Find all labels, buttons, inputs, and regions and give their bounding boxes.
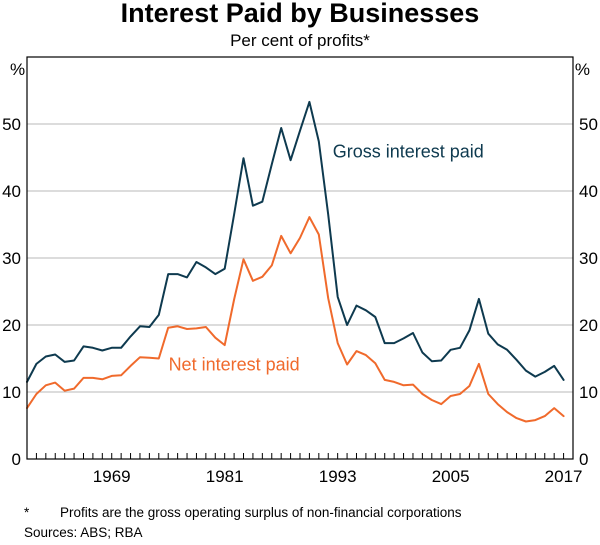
series-line-0 [26,100,565,383]
chart-title: Interest Paid by Businesses [121,0,480,28]
y-tick-label-right: 40 [579,182,598,201]
y-tick-label-left: 40 [2,182,21,201]
series-annotations: Gross interest paid Net interest paid [169,142,484,375]
footnote-text: Profits are the gross operating surplus … [60,505,462,520]
y-axis-unit-left: % [10,60,25,79]
y-tick-label-left: 50 [2,115,21,134]
y-tick-label-left: 10 [2,383,21,402]
x-tick-label: 1969 [93,467,131,486]
y-tick-label-right: 30 [579,249,598,268]
x-tick-label: 1993 [319,467,357,486]
series-annotation: Gross interest paid [333,142,484,162]
series-annotation: Net interest paid [169,355,300,375]
x-axis-ticks [35,453,565,459]
x-axis-labels: 1969 1981 1993 2005 2017 [93,467,583,486]
x-tick-label: 1981 [206,467,244,486]
y-tick-label-right: 50 [579,115,598,134]
y-tick-label-right: 20 [579,316,598,335]
y-tick-label-left: 30 [2,249,21,268]
footnote-marker: * [24,505,30,520]
sources: Sources: ABS; RBA [24,525,143,540]
x-tick-label: 2017 [545,467,583,486]
series-line-1 [26,216,565,423]
x-tick-label: 2005 [432,467,470,486]
y-tick-label-right: 10 [579,383,598,402]
y-tick-label-left: 0 [12,450,21,469]
y-axis-unit-right: % [575,60,590,79]
footnote: * Profits are the gross operating surplus… [24,505,584,520]
y-tick-label-right: 0 [579,450,588,469]
series-lines [26,100,565,423]
gridlines [27,123,573,393]
chart-subtitle: Per cent of profits* [230,31,370,50]
y-tick-label-left: 20 [2,316,21,335]
y-axis-labels: 0 0 10 10 20 20 30 30 40 40 50 50 [2,115,598,469]
plot-frame [26,56,574,460]
